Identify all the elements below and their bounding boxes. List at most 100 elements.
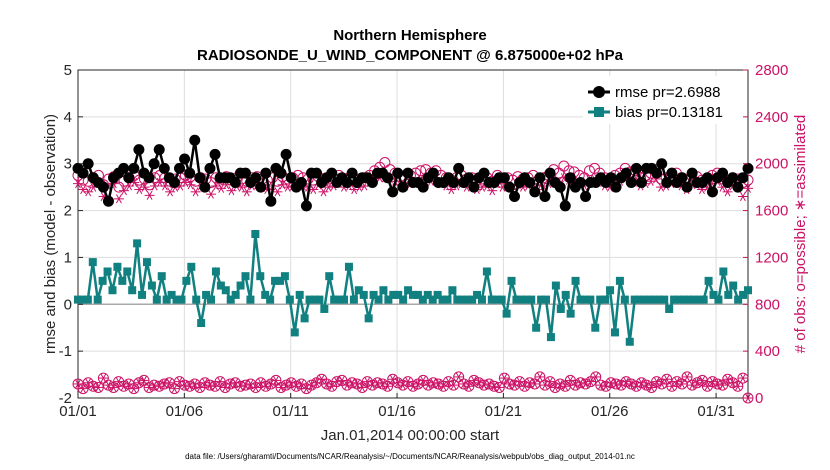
bias-point — [325, 272, 334, 281]
bias-point — [596, 295, 605, 304]
bias-point — [448, 286, 457, 295]
obs-assimilated-point — [318, 187, 329, 197]
bias-point — [74, 295, 82, 304]
bias-point — [433, 290, 442, 299]
rmse-point — [194, 172, 206, 184]
y-right-tick-label: 1200 — [755, 249, 788, 266]
rmse-point — [158, 162, 170, 174]
legend-box — [583, 76, 743, 124]
bias-point — [138, 290, 147, 299]
bias-point — [335, 295, 344, 304]
bias-point — [349, 295, 358, 304]
bias-point — [729, 281, 738, 290]
bias-point — [542, 295, 551, 304]
x-tick-label: 01/06 — [166, 403, 204, 420]
rmse-point — [179, 153, 191, 165]
rmse-point — [575, 176, 586, 188]
rmse-point — [463, 172, 475, 184]
bias-point — [645, 295, 654, 304]
bias-point — [655, 295, 664, 304]
rmse-point — [275, 167, 287, 179]
rmse-point — [102, 195, 114, 207]
bias-point — [561, 290, 570, 299]
obs-low-point — [590, 371, 602, 383]
obs-assimilated-point — [190, 187, 201, 197]
bias-point — [418, 295, 427, 304]
obs-assimilated-point — [83, 187, 94, 197]
bias-point — [162, 295, 171, 304]
rmse-point — [148, 158, 160, 170]
y-right-axis-label: # of obs: o=possible; ∗=assimilated — [792, 115, 809, 354]
rmse-point — [427, 167, 439, 179]
bias-point — [620, 295, 629, 304]
y-tick-label: -1 — [59, 343, 72, 360]
rmse-point — [153, 144, 165, 156]
rmse-series — [72, 134, 754, 212]
bias-point — [192, 295, 201, 304]
rmse-point — [564, 172, 576, 184]
legend-bias-marker — [594, 107, 604, 117]
obs-assimilated-point — [722, 187, 733, 197]
x-tick-label: 01/01 — [59, 403, 97, 420]
rmse-point — [387, 186, 399, 198]
obs-assimilated-point — [159, 181, 170, 191]
rmse-point — [727, 172, 739, 184]
y-right-tick-label: 1600 — [755, 203, 788, 220]
bias-point — [497, 295, 506, 304]
legend-rmse-marker — [593, 86, 605, 98]
rmse-point — [326, 167, 338, 179]
bias-point — [320, 304, 329, 313]
bias-point — [591, 323, 600, 332]
y-tick-label: 0 — [64, 296, 72, 313]
x-tick-label: 01/26 — [591, 403, 629, 420]
bias-point — [739, 290, 748, 299]
bias-point — [650, 295, 659, 304]
obs-low-point — [407, 380, 419, 392]
data-file-footer: data file: /Users/gharamti/Documents/NCA… — [185, 452, 635, 461]
obs-low-point — [392, 377, 404, 389]
bias-point — [275, 276, 284, 285]
bias-point — [744, 286, 752, 295]
bias-point — [152, 295, 161, 304]
rmse-point — [717, 167, 729, 179]
y-axis-label: rmse and bias (model - observation) — [42, 114, 59, 354]
rmse-point — [453, 162, 465, 174]
rmse-point — [559, 200, 571, 212]
rmse-point — [529, 186, 541, 198]
obs-low-point — [661, 373, 673, 385]
rmse-point — [229, 176, 241, 188]
bias-point — [187, 262, 196, 271]
rmse-point — [285, 172, 297, 184]
rmse-point — [656, 158, 668, 170]
bias-point — [517, 295, 526, 304]
rmse-point — [397, 181, 409, 193]
rmse-point — [168, 176, 180, 188]
rmse-point — [498, 172, 510, 184]
bias-point — [359, 290, 368, 299]
x-tick-labels: 01/01 01/06 01/11 01/16 01/21 01/26 01/31 — [59, 393, 735, 420]
rmse-point — [580, 191, 592, 203]
rmse-point — [295, 176, 307, 188]
obs-low-point — [534, 371, 546, 383]
rmse-point — [625, 176, 637, 188]
bias-point — [507, 276, 516, 285]
bias-point — [379, 286, 388, 295]
rmse-point — [382, 172, 394, 184]
obs-low-point — [737, 372, 749, 384]
bias-point — [177, 295, 186, 304]
bias-series — [74, 230, 752, 346]
bias-point — [399, 295, 408, 304]
rmse-point — [174, 162, 186, 174]
rmse-point — [706, 186, 718, 198]
bias-point — [487, 295, 496, 304]
bias-point — [93, 295, 102, 304]
bias-point — [581, 295, 590, 304]
y-tick-label: 4 — [64, 109, 72, 126]
obs-assimilated-point — [165, 187, 176, 197]
rmse-point — [651, 167, 663, 179]
obs-assimilated-point — [323, 182, 334, 192]
bias-line — [78, 233, 749, 342]
bias-point — [477, 295, 486, 304]
bias-point — [197, 319, 206, 328]
